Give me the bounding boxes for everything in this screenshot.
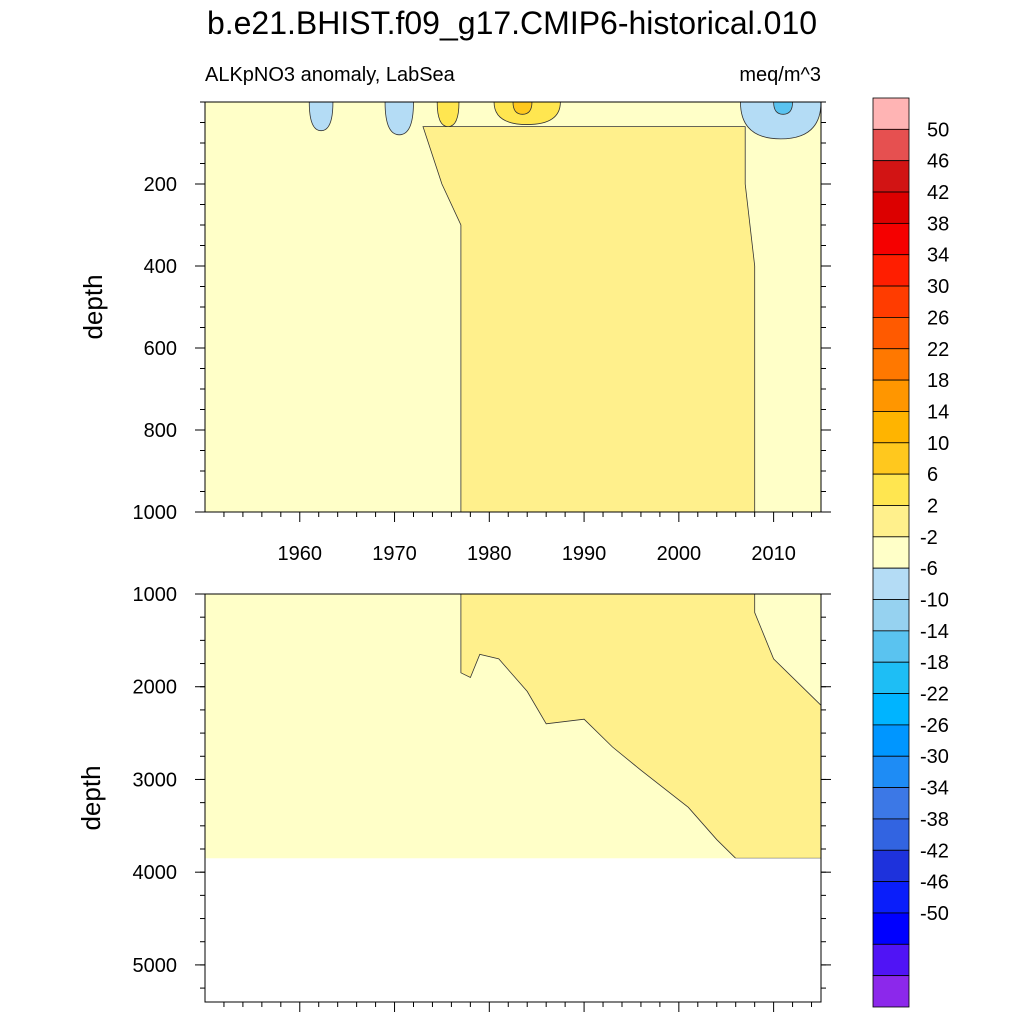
colorbar-label-12: 2: [927, 496, 938, 518]
upper-xtick-label-0: 1960: [278, 543, 323, 565]
colorbar-label-15: -10: [920, 590, 949, 612]
colorbar-box-7: [872, 317, 910, 350]
lower-y-axis-label: depth: [76, 765, 106, 830]
colorbar-box-18: [872, 661, 910, 694]
upper-xtick-label-3: 1990: [562, 543, 607, 565]
lower-anomaly-regions: [205, 593, 822, 1002]
colorbar-box-2: [872, 160, 910, 193]
colorbar-label-3: 38: [927, 213, 949, 235]
colorbar-label-5: 30: [927, 276, 949, 298]
upper-region-0: [422, 126, 756, 513]
upper-xtick-label-2: 1980: [467, 543, 512, 565]
colorbar-box-25: [872, 881, 910, 914]
colorbar-label-2: 42: [927, 182, 949, 204]
upper-xtick-label-5: 2010: [751, 543, 796, 565]
colorbar-label-11: 6: [927, 464, 938, 486]
colorbar-box-24: [872, 849, 910, 883]
units-label: meq/m^3: [739, 64, 821, 86]
colorbar-box-16: [872, 599, 910, 632]
colorbar-box-20: [872, 724, 910, 757]
upper-region-6: [740, 101, 822, 140]
colorbar-box-27: [872, 943, 910, 977]
upper-ytick-label-3: 800: [144, 420, 177, 442]
colorbar-box-1: [872, 128, 910, 162]
colorbar-box-17: [872, 630, 910, 663]
colorbar-box-12: [872, 473, 910, 506]
colorbar-label-10: 10: [927, 433, 949, 455]
colorbar-label-13: -2: [920, 527, 938, 549]
lower-ytick-label-3: 4000: [133, 862, 178, 884]
colorbar-label-0: 50: [927, 119, 949, 141]
lower-axis-ticks: 1000 2000 3000 4000 5000: [133, 584, 831, 1012]
colorbar-label-19: -26: [920, 715, 949, 737]
upper-region-5: [384, 101, 414, 136]
upper-xtick-label-1: 1970: [372, 543, 417, 565]
lower-region-0: [460, 593, 822, 859]
upper-y-axis-label: depth: [78, 274, 108, 339]
colorbar-box-10: [872, 411, 910, 444]
colorbar-box-0: [872, 97, 910, 130]
colorbar: 50 46 42 38 34 30 26 22 18 14 10 6 2 -2 -6 -10 -14 -18 -22…: [872, 97, 949, 1008]
colorbar-box-19: [872, 693, 910, 726]
colorbar-label-9: 14: [927, 401, 949, 423]
lower-frame: [204, 593, 822, 1003]
colorbar-box-26: [872, 912, 910, 945]
colorbar-box-3: [872, 191, 910, 224]
upper-anomaly-regions: [308, 101, 822, 513]
colorbar-label-21: -34: [920, 778, 949, 800]
upper-region-7: [773, 101, 793, 115]
upper-ytick-label-0: 200: [144, 174, 177, 196]
colorbar-label-6: 26: [927, 307, 949, 329]
colorbar-box-13: [872, 505, 910, 538]
upper-region-3: [512, 101, 533, 115]
variable-label: ALKpNO3 anomaly, LabSea: [205, 64, 456, 86]
colorbar-box-9: [872, 379, 910, 412]
colorbar-box-22: [872, 787, 910, 820]
colorbar-box-6: [872, 285, 910, 318]
colorbar-label-22: -38: [920, 809, 949, 831]
lower-ytick-label-4: 5000: [133, 955, 178, 977]
colorbar-label-16: -14: [920, 621, 949, 643]
colorbar-label-18: -22: [920, 684, 949, 706]
upper-axis-ticks: 200 400 600 800 1000 1960 1970 1980 1990 2000 2010: [133, 101, 831, 565]
colorbar-label-20: -30: [920, 746, 949, 768]
colorbar-box-4: [872, 222, 910, 256]
colorbar-box-5: [872, 254, 910, 287]
colorbar-label-17: -18: [920, 652, 949, 674]
colorbar-label-14: -6: [920, 558, 938, 580]
upper-frame: [204, 101, 822, 513]
colorbar-box-14: [872, 536, 910, 569]
lower-ytick-label-0: 1000: [133, 584, 178, 606]
colorbar-box-8: [872, 348, 910, 381]
lower-panel: 1000 2000 3000 4000 5000 depth: [76, 584, 831, 1012]
lower-ytick-label-1: 2000: [133, 677, 178, 699]
upper-panel: 200 400 600 800 1000 1960 1970 1980 1990 2000 2010…: [78, 101, 831, 565]
colorbar-box-23: [872, 818, 910, 851]
colorbar-box-15: [872, 567, 910, 600]
figure-title: b.e21.BHIST.f09_g17.CMIP6-historical.010: [207, 5, 817, 41]
upper-region-4: [308, 101, 334, 132]
colorbar-box-21: [872, 755, 910, 788]
lower-ytick-label-2: 3000: [133, 769, 178, 791]
colorbar-label-24: -46: [920, 872, 949, 894]
upper-region-1: [436, 101, 460, 128]
lower-no-data-area: [205, 858, 821, 1002]
colorbar-label-23: -42: [920, 840, 949, 862]
colorbar-label-7: 22: [927, 339, 949, 361]
colorbar-box-28: [872, 975, 910, 1008]
colorbar-label-4: 34: [927, 245, 949, 267]
colorbar-box-11: [872, 442, 910, 475]
upper-xtick-label-4: 2000: [657, 543, 702, 565]
upper-ytick-label-1: 400: [144, 256, 177, 278]
colorbar-label-25: -50: [920, 903, 949, 925]
upper-ytick-label-4: 1000: [133, 502, 178, 524]
colorbar-label-1: 46: [927, 151, 949, 173]
upper-ytick-label-2: 600: [144, 338, 177, 360]
colorbar-label-8: 18: [927, 370, 949, 392]
